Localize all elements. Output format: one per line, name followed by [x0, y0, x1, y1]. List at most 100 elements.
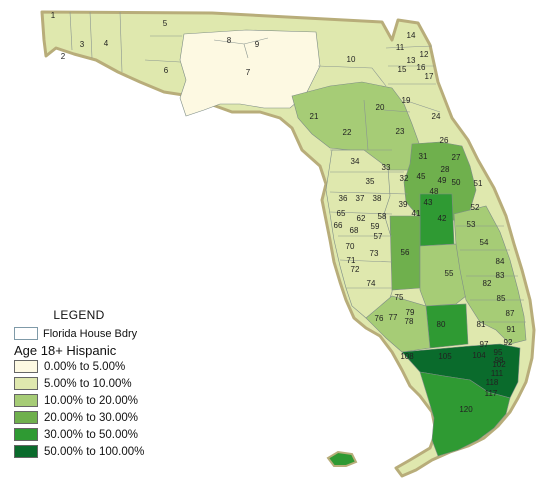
district-label-14: 14 — [407, 31, 416, 40]
district-label-38: 38 — [373, 194, 382, 203]
district-label-27: 27 — [452, 153, 461, 162]
class-swatch — [14, 411, 38, 424]
class-swatch — [14, 360, 38, 373]
district-label-120: 120 — [459, 405, 473, 414]
district-label-31: 31 — [419, 152, 428, 161]
district-label-68: 68 — [350, 226, 359, 235]
legend-subtitle: Age 18+ Hispanic — [14, 343, 117, 358]
district-label-48: 48 — [430, 187, 439, 196]
class-swatch — [14, 377, 38, 390]
district-label-6: 6 — [164, 66, 169, 75]
district-label-5: 5 — [163, 19, 168, 28]
district-label-2: 2 — [61, 52, 66, 61]
district-label-105: 105 — [438, 352, 452, 361]
district-label-8: 8 — [227, 36, 232, 45]
district-label-72: 72 — [351, 265, 360, 274]
legend: LEGEND Florida House Bdry Age 18+ Hispan… — [8, 308, 168, 460]
southwest-region — [365, 295, 431, 353]
district-label-1: 1 — [51, 11, 56, 20]
district-label-62: 62 — [357, 214, 366, 223]
legend-class-item: 20.00% to 30.00% — [8, 409, 168, 426]
district-label-42: 42 — [438, 214, 447, 223]
district-label-80: 80 — [437, 320, 446, 329]
district-label-118: 118 — [486, 378, 499, 387]
class-swatch — [14, 428, 38, 441]
class-label: 20.00% to 30.00% — [44, 411, 138, 424]
district-label-77: 77 — [389, 313, 398, 322]
district-label-51: 51 — [474, 179, 483, 188]
district-label-19: 19 — [402, 96, 411, 105]
legend-class-item: 0.00% to 5.00% — [8, 358, 168, 375]
district-label-70: 70 — [346, 242, 355, 251]
district-label-74: 74 — [367, 279, 376, 288]
district-label-58: 58 — [378, 212, 387, 221]
district-label-23: 23 — [396, 127, 405, 136]
district-label-98: 98 — [495, 356, 504, 365]
district-label-57: 57 — [374, 232, 383, 241]
district-label-7: 7 — [246, 68, 251, 77]
district-label-87: 87 — [506, 309, 515, 318]
district-label-82: 82 — [483, 279, 492, 288]
district-label-13: 13 — [407, 56, 416, 65]
district-label-75: 75 — [395, 293, 404, 302]
district-80-region — [425, 303, 469, 349]
district-label-32: 32 — [400, 174, 409, 183]
class-label: 5.00% to 10.00% — [44, 377, 132, 390]
class-swatch — [14, 394, 38, 407]
district-label-26: 26 — [440, 136, 449, 145]
district-label-50: 50 — [452, 178, 461, 187]
district-label-33: 33 — [382, 163, 391, 172]
district-label-55: 55 — [445, 269, 454, 278]
district-label-17: 17 — [425, 72, 434, 81]
district-label-117: 117 — [485, 389, 498, 398]
district-label-4: 4 — [104, 39, 109, 48]
legend-class-item: 10.00% to 20.00% — [8, 392, 168, 409]
east-coast-region — [453, 205, 527, 345]
boundary-swatch — [14, 327, 38, 340]
district-120-region — [419, 371, 511, 457]
district-label-34: 34 — [351, 157, 360, 166]
district-label-97: 97 — [480, 340, 489, 349]
district-label-78: 78 — [405, 317, 414, 326]
district-label-66: 66 — [334, 221, 343, 230]
district-label-11: 11 — [396, 43, 405, 52]
district-label-83: 83 — [496, 271, 505, 280]
district-label-85: 85 — [497, 294, 506, 303]
class-label: 0.00% to 5.00% — [44, 360, 126, 373]
district-label-53: 53 — [467, 220, 476, 229]
district-label-108: 108 — [400, 352, 414, 361]
legend-title: LEGEND — [53, 308, 105, 322]
district-boundaries — [69, 11, 526, 323]
legend-class-item: 30.00% to 50.00% — [8, 426, 168, 443]
district-label-54: 54 — [480, 238, 489, 247]
district-label-92: 92 — [504, 338, 513, 347]
legend-classes: 0.00% to 5.00% 5.00% to 10.00% 10.00% to… — [8, 358, 168, 460]
district-label-84: 84 — [496, 257, 505, 266]
district-label-95: 95 — [494, 348, 503, 357]
legend-class-item: 5.00% to 10.00% — [8, 375, 168, 392]
district-label-56: 56 — [401, 248, 410, 257]
district-label-91: 91 — [507, 325, 516, 334]
district-label-102: 102 — [492, 360, 506, 369]
district-label-28: 28 — [441, 165, 450, 174]
district-label-16: 16 — [417, 63, 426, 72]
district-label-59: 59 — [371, 222, 380, 231]
district-label-22: 22 — [343, 128, 352, 137]
district-label-65: 65 — [337, 209, 346, 218]
district-label-104: 104 — [472, 351, 486, 360]
district-label-52: 52 — [471, 203, 480, 212]
district-label-49: 49 — [438, 176, 447, 185]
district-label-3: 3 — [80, 40, 85, 49]
district-label-9: 9 — [255, 40, 260, 49]
district-label-73: 73 — [370, 249, 379, 258]
district-label-10: 10 — [347, 55, 356, 64]
district-label-35: 35 — [366, 177, 375, 186]
district-label-15: 15 — [398, 65, 407, 74]
district-label-43: 43 — [424, 198, 433, 207]
district-7-region — [179, 29, 321, 117]
district-label-12: 12 — [420, 50, 429, 59]
class-label: 10.00% to 20.00% — [44, 394, 138, 407]
district-label-36: 36 — [339, 194, 348, 203]
